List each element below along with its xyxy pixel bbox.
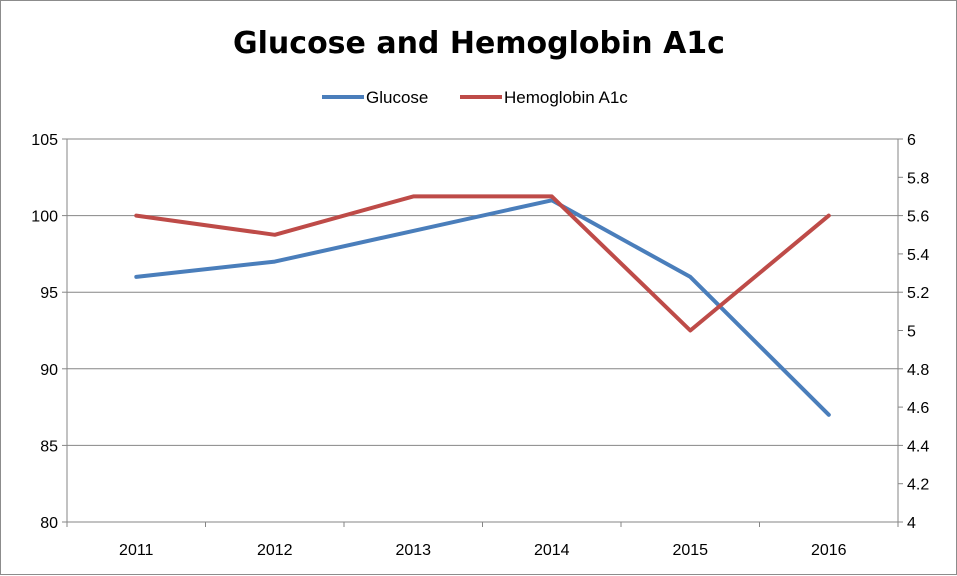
x-tick-label: 2011 — [119, 542, 154, 559]
x-tick-label: 2012 — [257, 542, 293, 559]
y-left-tick-label: 85 — [40, 438, 58, 455]
x-tick-label: 2016 — [811, 542, 847, 559]
y-right-tick-label: 4.4 — [907, 438, 929, 455]
x-tick-label: 2015 — [672, 542, 708, 559]
y-right-tick-label: 4.8 — [907, 362, 929, 379]
tick-labels: 80 85 90 95 100 105 4 4.2 4.4 4.6 4.8 5 5.2 5.4 5.6 5.8… — [31, 132, 929, 559]
series-lines — [134, 194, 831, 417]
series-line-glucose — [134, 198, 831, 417]
y-right-tick-label: 5.2 — [907, 285, 929, 302]
y-right-tick-label: 5.8 — [907, 170, 929, 187]
y-right-tick-label: 6 — [907, 132, 916, 149]
legend-label-hemoglobin-a1c: Hemoglobin A1c — [504, 88, 628, 107]
chart-title: Glucose and Hemoglobin A1c — [233, 26, 725, 61]
y-right-tick-label: 4 — [907, 515, 916, 532]
axes — [62, 138, 903, 527]
legend: Glucose Hemoglobin A1c — [322, 88, 628, 107]
y-left-tick-label: 80 — [40, 515, 58, 532]
y-right-tick-label: 5.6 — [907, 209, 929, 226]
y-right-tick-label: 4.2 — [907, 477, 929, 494]
y-right-tick-label: 4.6 — [907, 400, 929, 417]
series-line-hemoglobin-a1c — [134, 194, 831, 333]
y-left-tick-label: 100 — [31, 209, 58, 226]
y-left-tick-label: 90 — [40, 362, 58, 379]
x-tick-label: 2013 — [395, 542, 431, 559]
y-right-tick-label: 5 — [907, 324, 916, 341]
y-left-tick-label: 105 — [31, 132, 58, 149]
x-tick-label: 2014 — [534, 542, 570, 559]
y-right-tick-label: 5.4 — [907, 247, 929, 264]
y-left-tick-label: 95 — [40, 285, 58, 302]
legend-label-glucose: Glucose — [366, 88, 428, 107]
